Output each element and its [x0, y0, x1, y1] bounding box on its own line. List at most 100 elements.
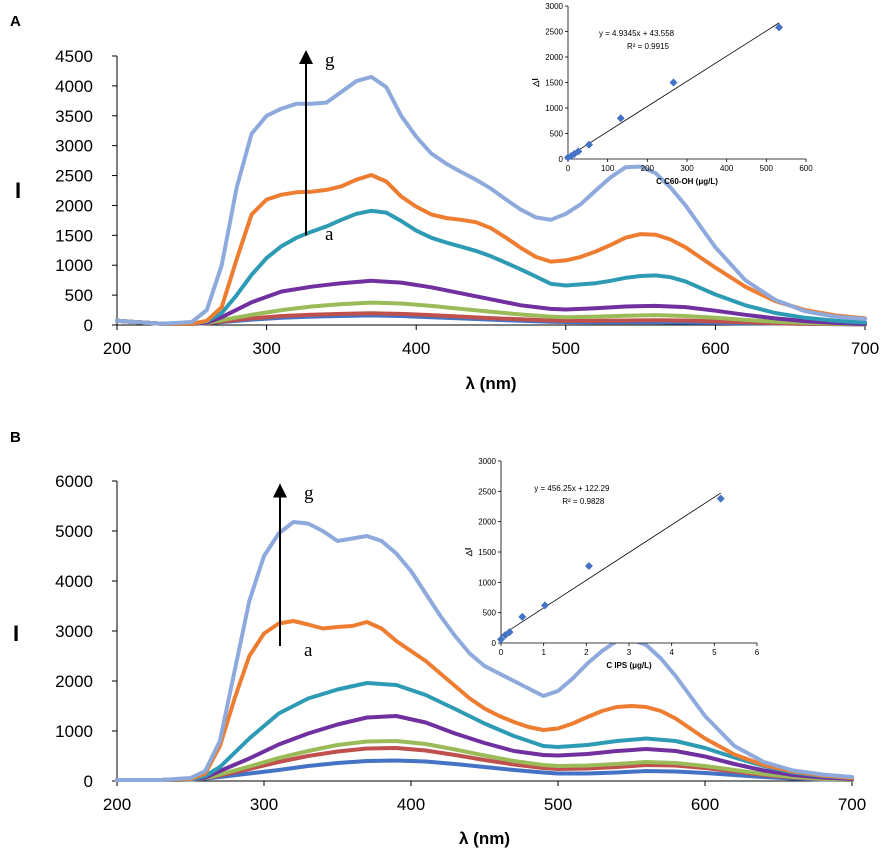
inset-y-tick-label: 2500	[545, 28, 563, 37]
inset-x-tick-label: 0	[499, 648, 504, 657]
inset-x-tick-label: 1	[541, 648, 546, 657]
inset-y-tick-label: 3000	[478, 457, 496, 466]
inset-y-tick-label: 2000	[545, 53, 563, 62]
inset-x-tick-label: 400	[720, 164, 734, 173]
inset-r-squared: R² = 0.9915	[627, 42, 670, 51]
arrow-label-a: a	[304, 640, 313, 661]
y-tick-label: 2000	[55, 672, 93, 691]
y-tick-label: 2500	[55, 167, 93, 186]
x-tick-label: 700	[851, 339, 879, 358]
y-tick-label: 1000	[55, 722, 93, 741]
inset-y-tick-label: 1500	[545, 79, 563, 88]
inset-y-tick-label: 1000	[545, 104, 563, 113]
y-tick-label: 1000	[55, 256, 93, 275]
y-tick-label: 3000	[55, 137, 93, 156]
inset-x-tick-label: 2	[584, 648, 589, 657]
series-line-c	[115, 300, 867, 327]
x-tick-label: 200	[103, 795, 131, 814]
inset-y-tick-label: 1500	[478, 548, 496, 557]
inset-y-tick-label: 2500	[478, 487, 496, 496]
series-line-a	[115, 758, 854, 782]
x-tick-label: 300	[252, 339, 280, 358]
arrow-label-g: g	[304, 483, 314, 504]
x-axis-title: λ (nm)	[459, 829, 510, 848]
inset-data-point	[574, 147, 583, 156]
inset-x-tick-label: 600	[799, 164, 813, 173]
series-line-d	[115, 278, 867, 327]
inset-data-point	[518, 612, 527, 621]
inset-data-point	[584, 561, 593, 570]
inset-y-tick-label: 500	[550, 130, 564, 139]
inset-y-tick-label: 3000	[545, 2, 563, 11]
x-tick-label: 700	[838, 795, 866, 814]
inset-data-point	[585, 140, 594, 149]
inset-y-tick-label: 2000	[478, 518, 496, 527]
panel-b-chart: 200 300 400 500 600 7000100020003000400050006…	[13, 457, 866, 848]
inset-y-tick-label: 500	[483, 609, 497, 618]
inset-x-tick-label: 5	[712, 648, 717, 657]
inset-y-axis-title: △I	[531, 78, 540, 87]
inset-equation: y = 456.25x + 122.29	[534, 484, 610, 493]
inset-data-point	[716, 494, 725, 503]
panel-label-b: B	[10, 429, 21, 446]
y-tick-label: 4500	[55, 47, 93, 66]
series-line-e	[115, 681, 854, 782]
x-tick-label: 400	[402, 339, 430, 358]
inset-x-tick-label: 6	[755, 648, 760, 657]
x-tick-label: 500	[552, 339, 580, 358]
inset-data-point	[669, 78, 678, 87]
inset-calibration-plot: 0 100 200 300 400 500 600 0 500 1000 1500 2000 2500 3…	[531, 2, 813, 186]
inset-equation: y = 4.9345x + 43.558	[599, 29, 675, 38]
y-tick-label: 0	[84, 316, 93, 335]
series-line-e	[115, 208, 867, 326]
series-line-g	[115, 74, 867, 326]
y-axis-title: I	[13, 621, 19, 646]
y-tick-label: 5000	[55, 522, 93, 541]
y-axis-title: I	[15, 178, 21, 203]
x-tick-label: 400	[397, 795, 425, 814]
inset-y-tick-label: 1000	[478, 578, 496, 587]
inset-y-tick-label: 0	[559, 155, 564, 164]
x-tick-label: 600	[701, 339, 729, 358]
series-line-d	[115, 714, 854, 782]
inset-data-point	[505, 628, 514, 637]
arrow-label-a: a	[325, 224, 334, 245]
series-line-g	[115, 520, 854, 782]
panel-label-a: A	[10, 13, 21, 30]
y-tick-label: 3000	[55, 622, 93, 641]
y-tick-label: 0	[84, 772, 93, 791]
x-axis-title: λ (nm)	[466, 374, 517, 393]
x-tick-label: 500	[544, 795, 572, 814]
inset-r-squared: R² = 0.9828	[562, 497, 605, 506]
inset-x-axis-title: C C60-OH (μg/L)	[656, 177, 718, 186]
panel-a-chart: 200 300 400 500 600 7000500100015002000250030…	[15, 2, 879, 393]
inset-plot-area	[501, 461, 757, 643]
inset-x-axis-title: C IPS (μg/L)	[606, 661, 652, 670]
inset-x-tick-label: 0	[566, 164, 571, 173]
inset-calibration-plot: 0 1 2 3 4 5 6 0 500 1000 1500 2000 2500 3000 C IPS (μg…	[464, 457, 760, 670]
x-tick-label: 200	[103, 339, 131, 358]
x-tick-label: 300	[250, 795, 278, 814]
inset-data-point	[616, 114, 625, 123]
inset-plot-area	[568, 6, 806, 159]
inset-data-point	[775, 23, 784, 32]
y-tick-label: 500	[65, 286, 93, 305]
inset-x-tick-label: 200	[641, 164, 655, 173]
inset-x-tick-label: 500	[760, 164, 774, 173]
series-line-f	[115, 619, 854, 782]
y-tick-label: 6000	[55, 472, 93, 491]
inset-fit-line	[500, 492, 721, 636]
y-tick-label: 4000	[55, 77, 93, 96]
inset-data-point	[540, 601, 549, 610]
y-tick-label: 2000	[55, 196, 93, 215]
inset-x-tick-label: 300	[680, 164, 694, 173]
increase-arrow-head	[273, 483, 287, 498]
inset-y-axis-title: △I	[464, 548, 473, 557]
inset-data-point	[497, 635, 505, 644]
y-tick-label: 3500	[55, 107, 93, 126]
inset-y-tick-label: 0	[492, 639, 497, 648]
inset-x-tick-label: 4	[669, 648, 674, 657]
series-line-c	[115, 739, 854, 782]
inset-x-tick-label: 3	[627, 648, 632, 657]
